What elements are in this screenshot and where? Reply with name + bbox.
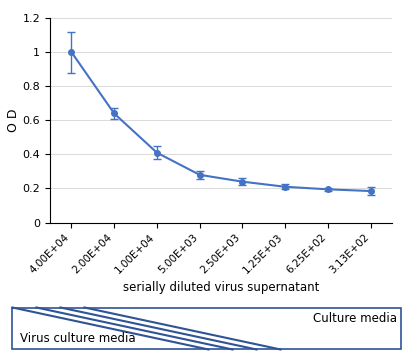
Y-axis label: O D: O D bbox=[7, 108, 20, 132]
FancyBboxPatch shape bbox=[13, 308, 401, 350]
X-axis label: serially diluted virus supernatant: serially diluted virus supernatant bbox=[123, 281, 319, 294]
Text: Virus culture media: Virus culture media bbox=[20, 332, 136, 345]
Text: Culture media: Culture media bbox=[313, 312, 397, 325]
